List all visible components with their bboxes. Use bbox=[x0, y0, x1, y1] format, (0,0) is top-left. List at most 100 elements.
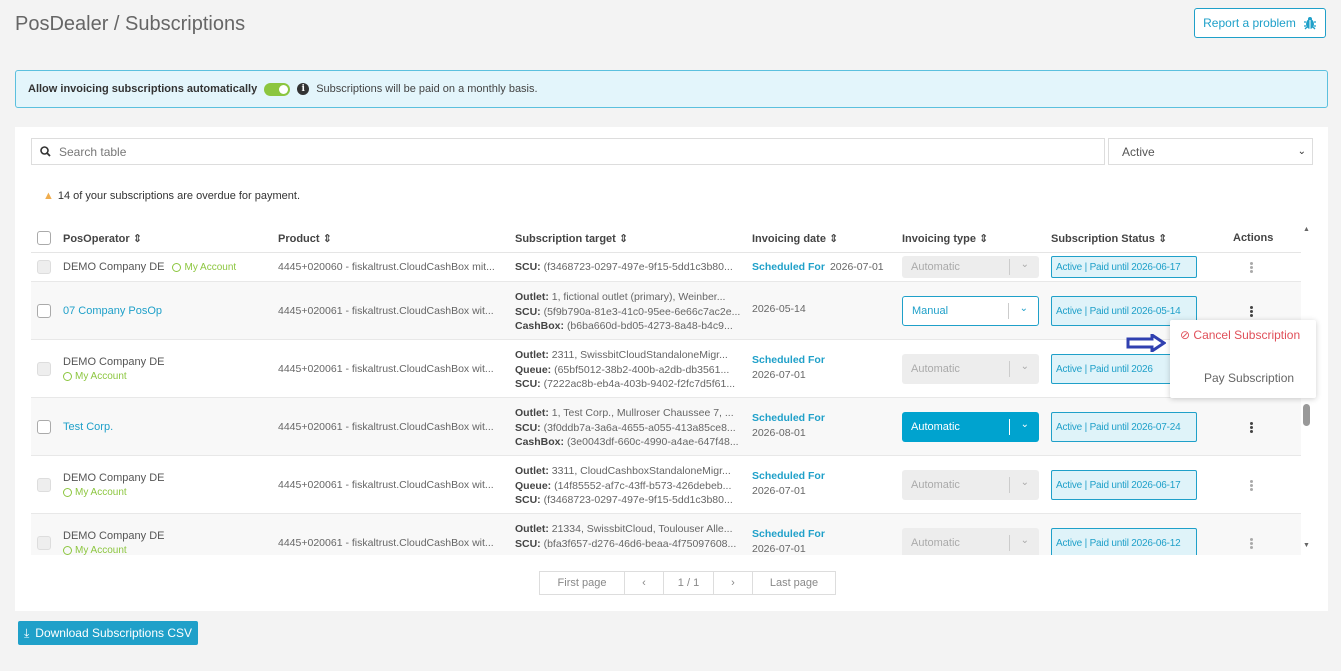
chevron-down-icon: ⌄ bbox=[1020, 535, 1029, 546]
chevron-down-icon: ⌄ bbox=[1019, 303, 1028, 314]
my-account-link[interactable]: My Account bbox=[63, 371, 164, 382]
cancel-subscription-item[interactable]: ⊘ Cancel Subscription bbox=[1180, 328, 1301, 342]
table-row: DEMO Company DE My Account 4445+020060 -… bbox=[31, 253, 1301, 282]
pos-operator[interactable]: Test Corp. bbox=[63, 421, 114, 433]
subscription-target: Outlet: 2311, SwissbitCloudStandaloneMig… bbox=[515, 348, 740, 392]
sort-icon: ⇕ bbox=[618, 233, 629, 245]
sort-icon: ⇕ bbox=[829, 233, 839, 245]
pos-operator: DEMO Company DE My Account bbox=[63, 356, 165, 382]
info-icon: i bbox=[297, 83, 310, 95]
table-body: DEMO Company DE My Account 4445+020060 -… bbox=[31, 253, 1301, 555]
scroll-down-icon[interactable]: ▼ bbox=[1303, 542, 1310, 549]
chevron-down-icon: ⌄ bbox=[1020, 419, 1029, 430]
first-page-button[interactable]: First page bbox=[540, 572, 625, 594]
sort-icon: ⇕ bbox=[1157, 233, 1168, 245]
table-row: DEMO Company DE My Account 4445+020061 -… bbox=[31, 340, 1301, 398]
status-badge: Active | Paid until 2026-06-17 bbox=[1051, 470, 1197, 500]
invoicing-type-select[interactable]: Automatic ⌄ bbox=[902, 412, 1039, 442]
table-scrollbar[interactable]: ▲ ▼ bbox=[1301, 224, 1313, 555]
target-line: SCU: (bfa3f657-d276-46d6-beaa-4f75097608… bbox=[515, 537, 737, 550]
actions-menu-button[interactable] bbox=[1250, 538, 1253, 549]
next-page-button[interactable]: › bbox=[714, 572, 753, 594]
cancel-icon: ⊘ bbox=[1180, 328, 1191, 342]
table-row: Test Corp. 4445+020061 - fiskaltrust.Clo… bbox=[31, 398, 1301, 456]
product: 4445+020060 - fiskaltrust.CloudCashBox m… bbox=[278, 261, 495, 273]
download-icon: ⤓ bbox=[23, 625, 30, 640]
subscription-target: Outlet: 1, fictional outlet (primary), W… bbox=[515, 290, 740, 334]
subscription-target: Outlet: 1, Test Corp., Mullroser Chausse… bbox=[515, 406, 740, 450]
sort-icon: ⇕ bbox=[979, 233, 989, 245]
pos-operator: DEMO Company DE My Account bbox=[63, 261, 237, 273]
pos-operator[interactable]: 07 Company PosOp bbox=[63, 305, 163, 317]
overdue-warning: ▲ 14 of your subscriptions are overdue f… bbox=[43, 190, 300, 202]
col-invoicing-date[interactable]: Invoicing date ⇕ bbox=[752, 233, 839, 245]
target-line: SCU: (f3468723-0297-497e-9f15-5dd1c3b80.… bbox=[515, 494, 733, 506]
actions-menu-button[interactable] bbox=[1250, 480, 1253, 491]
auto-invoice-toggle[interactable] bbox=[264, 82, 291, 96]
invoicing-type-select: Automatic ⌄ bbox=[902, 354, 1039, 384]
invoicing-date: Scheduled For 2026-08-01 bbox=[752, 412, 825, 439]
col-product[interactable]: Product ⇕ bbox=[278, 233, 332, 245]
page-title: PosDealer / Subscriptions bbox=[15, 13, 246, 35]
report-label: Report a problem bbox=[1203, 16, 1296, 30]
overdue-warning-text: 14 of your subscriptions are overdue for… bbox=[57, 190, 301, 202]
pay-subscription-item[interactable]: Pay Subscription bbox=[1204, 371, 1295, 385]
table-header: PosOperator ⇕ Product ⇕ Subscription tar… bbox=[31, 224, 1301, 253]
table-row: DEMO Company DE My Account 4445+020061 -… bbox=[31, 514, 1301, 555]
search-icon bbox=[40, 146, 51, 157]
arrow-right-icon bbox=[1126, 334, 1166, 352]
col-subscription-target[interactable]: Subscription target ⇕ bbox=[515, 233, 629, 245]
scrollbar-thumb[interactable] bbox=[1303, 404, 1310, 426]
chevron-down-icon: ⌄ bbox=[1020, 477, 1029, 488]
auto-invoice-banner: Allow invoicing subscriptions automatica… bbox=[15, 70, 1328, 108]
target-line: Outlet: 2311, SwissbitCloudStandaloneMig… bbox=[515, 349, 728, 361]
table-row: DEMO Company DE My Account 4445+020061 -… bbox=[31, 456, 1301, 514]
product: 4445+020061 - fiskaltrust.CloudCashBox w… bbox=[278, 537, 494, 549]
table-row: 07 Company PosOp 4445+020061 - fiskaltru… bbox=[31, 282, 1301, 340]
status-filter-select[interactable]: Active ⌄ bbox=[1108, 138, 1313, 165]
invoicing-type-select: Automatic ⌄ bbox=[902, 470, 1039, 500]
select-all-checkbox[interactable] bbox=[37, 231, 51, 245]
target-line: CashBox: (b6ba660d-bd05-4273-8a48-b4c9..… bbox=[515, 320, 733, 332]
product: 4445+020061 - fiskaltrust.CloudCashBox w… bbox=[278, 479, 494, 491]
row-checkbox bbox=[37, 536, 51, 550]
pos-operator: DEMO Company DE My Account bbox=[63, 472, 165, 498]
report-problem-button[interactable]: Report a problem bbox=[1194, 8, 1326, 38]
search-input[interactable]: Search table bbox=[31, 138, 1105, 165]
row-checkbox bbox=[37, 260, 51, 274]
download-csv-button[interactable]: ⤓ Download Subscriptions CSV bbox=[18, 621, 198, 645]
subscription-target: Outlet: 21334, SwissbitCloud, Toulouser … bbox=[515, 522, 740, 551]
col-posoperator[interactable]: PosOperator ⇕ bbox=[63, 233, 142, 245]
status-badge: Active | Paid until 2026-06-12 bbox=[1051, 528, 1197, 555]
invoicing-type-select[interactable]: Manual ⌄ bbox=[902, 296, 1039, 326]
sort-icon: ⇕ bbox=[132, 233, 142, 245]
search-placeholder: Search table bbox=[59, 144, 127, 159]
invoicing-date: Scheduled For 2026-07-01 bbox=[752, 354, 825, 381]
my-account-link[interactable]: My Account bbox=[63, 545, 164, 555]
target-line: Outlet: 3311, CloudCashboxStandaloneMigr… bbox=[515, 465, 731, 477]
user-icon bbox=[63, 372, 72, 381]
warning-icon: ▲ bbox=[43, 190, 54, 202]
actions-menu-button[interactable] bbox=[1250, 306, 1253, 317]
scroll-up-icon[interactable]: ▲ bbox=[1303, 226, 1310, 233]
target-line: SCU: (f3468723-0297-497e-9f15-5dd1c3b80.… bbox=[515, 261, 733, 273]
col-subscription-status[interactable]: Subscription Status ⇕ bbox=[1051, 233, 1168, 245]
invoicing-date: Scheduled For 2026-07-01 bbox=[752, 528, 825, 555]
invoicing-type-select: Automatic ⌄ bbox=[902, 528, 1039, 555]
row-checkbox[interactable] bbox=[37, 304, 51, 318]
prev-page-button[interactable]: ‹ bbox=[625, 572, 664, 594]
col-invoicing-type[interactable]: Invoicing type ⇕ bbox=[902, 233, 989, 245]
my-account-link[interactable]: My Account bbox=[172, 262, 236, 273]
last-page-button[interactable]: Last page bbox=[769, 577, 819, 589]
status-badge: Active | Paid until 2026-07-24 bbox=[1051, 412, 1197, 442]
row-checkbox[interactable] bbox=[37, 420, 51, 434]
target-line: Outlet: 1, Test Corp., Mullroser Chausse… bbox=[515, 407, 734, 419]
target-line: CashBox: (3e0043df-660c-4990-a4ae-647f48… bbox=[515, 436, 739, 448]
user-icon bbox=[172, 262, 182, 272]
actions-menu-button[interactable] bbox=[1250, 422, 1253, 433]
my-account-link[interactable]: My Account bbox=[63, 487, 164, 498]
row-checkbox bbox=[37, 478, 51, 492]
target-line: Queue: (65bf5012-38b2-400b-a2db-db3561..… bbox=[515, 363, 730, 376]
target-line: Outlet: 21334, SwissbitCloud, Toulouser … bbox=[515, 523, 733, 535]
actions-menu-button[interactable] bbox=[1250, 262, 1253, 273]
